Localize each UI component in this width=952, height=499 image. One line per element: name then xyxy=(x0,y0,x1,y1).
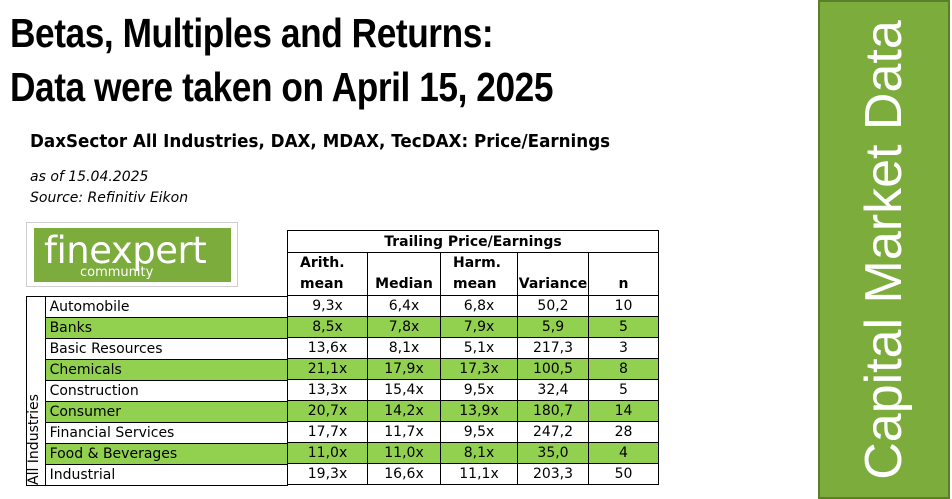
column-header-arith-mean: Arith. mean xyxy=(287,252,368,296)
table-row: 8,5x 7,8x 7,9x 5,9 5 xyxy=(287,316,659,338)
row-label-row: All Industries Automobile xyxy=(26,296,289,486)
table-cell: 11,0x xyxy=(367,442,441,464)
row-label: Food & Beverages xyxy=(44,443,289,465)
row-label-row: Basic Resources xyxy=(27,338,289,360)
row-label: Basic Resources xyxy=(44,338,289,360)
row-label-row: Financial Services xyxy=(27,422,289,444)
table-cell: 8,1x xyxy=(440,442,518,464)
table-cell: 50 xyxy=(588,463,659,485)
table-cell: 8,1x xyxy=(367,337,441,359)
table-cell: 100,5 xyxy=(517,358,589,380)
table-cell: 13,6x xyxy=(287,337,368,359)
table-cell: 5 xyxy=(588,316,659,338)
table-cell: 6,4x xyxy=(367,295,441,317)
table-cell: 17,7x xyxy=(287,421,368,443)
table-cell: 5,1x xyxy=(440,337,518,359)
table-cell: 9,3x xyxy=(287,295,368,317)
table-cell: 9,5x xyxy=(440,379,518,401)
table-cell: 32,4 xyxy=(517,379,589,401)
table-cell: 5,9 xyxy=(517,316,589,338)
table-cell: 217,3 xyxy=(517,337,589,359)
table-cell: 15,4x xyxy=(367,379,441,401)
row-label: Construction xyxy=(44,380,289,402)
column-header-variance: Variance xyxy=(517,252,589,296)
row-label-row: Construction xyxy=(27,380,289,402)
logo-subtitle: community xyxy=(80,265,154,280)
column-header-n: n xyxy=(588,252,659,296)
table-cell: 17,3x xyxy=(440,358,518,380)
logo-wordmark: finexpert xyxy=(44,229,207,272)
table-cell: 8,5x xyxy=(287,316,368,338)
table-row: 21,1x 17,9x 17,3x 100,5 8 xyxy=(287,358,659,380)
table-cell: 14 xyxy=(588,400,659,422)
row-label-row: Food & Beverages xyxy=(27,443,289,465)
table-cell: 14,2x xyxy=(367,400,441,422)
row-label: Financial Services xyxy=(44,422,289,444)
table-cell: 11,0x xyxy=(287,442,368,464)
table-cell: 4 xyxy=(588,442,659,464)
row-label: Consumer xyxy=(44,401,289,423)
table-row: 13,6x 8,1x 5,1x 217,3 3 xyxy=(287,337,659,359)
row-group-cell: All Industries xyxy=(26,296,46,486)
table-cell: 17,9x xyxy=(367,358,441,380)
table-cell: 20,7x xyxy=(287,400,368,422)
row-label-row: Chemicals xyxy=(27,359,289,381)
page-headline: Betas, Multiples and Returns: Data were … xyxy=(10,6,689,114)
table-cell: 203,3 xyxy=(517,463,589,485)
table-cell: 11,1x xyxy=(440,463,518,485)
row-label: Industrial xyxy=(44,464,289,486)
table-cell: 11,7x xyxy=(367,421,441,443)
source-note: Source: Refinitiv Eikon xyxy=(30,190,189,206)
row-label: Banks xyxy=(44,317,289,339)
column-header-harm-mean: Harm. mean xyxy=(440,252,518,296)
headline-line-2: Data were taken on April 15, 2025 xyxy=(10,64,554,110)
headline-line-1: Betas, Multiples and Returns: xyxy=(10,10,494,56)
finexpert-logo: finexpert community xyxy=(26,222,238,287)
table-row: 19,3x 16,6x 11,1x 203,3 50 xyxy=(287,463,659,485)
table-cell: 50,2 xyxy=(517,295,589,317)
row-label-row: Banks xyxy=(27,317,289,339)
row-label-row: Consumer xyxy=(27,401,289,423)
table-cell: 10 xyxy=(588,295,659,317)
table-group-header: Trailing Price/Earnings xyxy=(287,230,659,253)
table-cell: 6,8x xyxy=(440,295,518,317)
table-cell: 3 xyxy=(588,337,659,359)
row-label: Automobile xyxy=(44,296,289,318)
document-title: DaxSector All Industries, DAX, MDAX, Tec… xyxy=(30,131,611,152)
row-label-column: All Industries Automobile Banks Basic Resou… xyxy=(26,296,289,486)
table-row: 20,7x 14,2x 13,9x 180,7 14 xyxy=(287,400,659,422)
table-cell: 247,2 xyxy=(517,421,589,443)
table-cell: 19,3x xyxy=(287,463,368,485)
as-of-date: as of 15.04.2025 xyxy=(30,169,149,185)
logo-background: finexpert community xyxy=(34,228,231,282)
table-cell: 7,8x xyxy=(367,316,441,338)
row-label-row: Industrial xyxy=(27,464,289,486)
pe-table: Trailing Price/Earnings Arith. mean Media… xyxy=(287,230,659,485)
sidebar-banner: Capital Market Data xyxy=(818,0,950,499)
table-cell: 16,6x xyxy=(367,463,441,485)
table-row: 17,7x 11,7x 9,5x 247,2 28 xyxy=(287,421,659,443)
table-cell: 180,7 xyxy=(517,400,589,422)
table-cell: 35,0 xyxy=(517,442,589,464)
table-cell: 7,9x xyxy=(440,316,518,338)
table-cell: 13,9x xyxy=(440,400,518,422)
table-cell: 8 xyxy=(588,358,659,380)
table-cell: 5 xyxy=(588,379,659,401)
table-cell: 9,5x xyxy=(440,421,518,443)
column-header-median: Median xyxy=(367,252,441,296)
table-row: 13,3x 15,4x 9,5x 32,4 5 xyxy=(287,379,659,401)
table-row: 9,3x 6,4x 6,8x 50,2 10 xyxy=(287,295,659,317)
row-group-label: All Industries xyxy=(26,394,42,485)
sidebar-label: Capital Market Data xyxy=(855,19,913,480)
table-row: 11,0x 11,0x 8,1x 35,0 4 xyxy=(287,442,659,464)
row-label: Chemicals xyxy=(44,359,289,381)
table-cell: 28 xyxy=(588,421,659,443)
table-cell: 13,3x xyxy=(287,379,368,401)
table-cell: 21,1x xyxy=(287,358,368,380)
